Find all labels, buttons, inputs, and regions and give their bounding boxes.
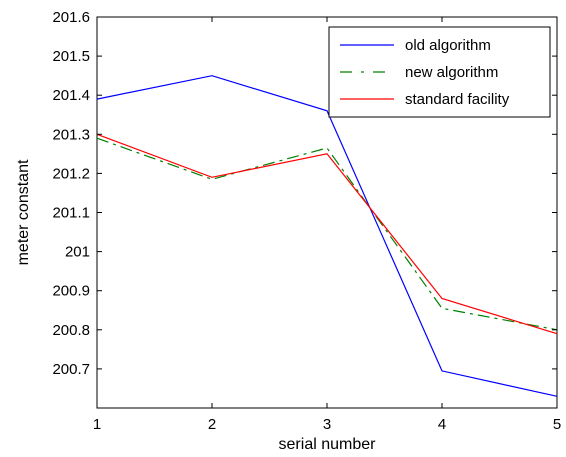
y-tick-label: 201.6 <box>52 9 90 26</box>
x-tick-label: 2 <box>208 416 216 433</box>
y-axis-label: meter constant <box>15 159 32 265</box>
series-line-3 <box>96 133 558 335</box>
x-tick-label: 1 <box>93 416 101 433</box>
y-tick-label: 201.1 <box>52 205 90 222</box>
y-tick-label: 201.2 <box>52 165 90 182</box>
y-axis-ticks: 200.7 200.8 200.9 201 201.1 201.2 201.3 201.4 20… <box>52 9 557 378</box>
series-layer <box>96 75 558 397</box>
x-axis-ticks: 1 2 3 4 5 <box>93 17 561 433</box>
legend-label: new algorithm <box>405 64 498 81</box>
legend: old algorithm new algorithm standard facil… <box>328 26 551 118</box>
y-tick-label: 200.7 <box>52 361 90 378</box>
x-tick-label: 5 <box>553 416 561 433</box>
legend-label: standard facility <box>405 91 510 108</box>
y-tick-label: 200.9 <box>52 283 90 300</box>
legend-box <box>328 26 551 118</box>
x-tick-label: 3 <box>323 416 331 433</box>
y-tick-label: 201.3 <box>52 126 90 143</box>
y-tick-label: 201.4 <box>52 87 90 104</box>
series-line-1 <box>96 75 558 397</box>
x-tick-label: 4 <box>438 416 446 433</box>
x-axis-label: serial number <box>279 436 377 453</box>
y-tick-label: 200.8 <box>52 322 90 339</box>
y-tick-label: 201 <box>65 244 90 261</box>
y-tick-label: 201.5 <box>52 48 90 65</box>
series-line-2 <box>96 137 558 331</box>
legend-label: old algorithm <box>405 37 491 54</box>
